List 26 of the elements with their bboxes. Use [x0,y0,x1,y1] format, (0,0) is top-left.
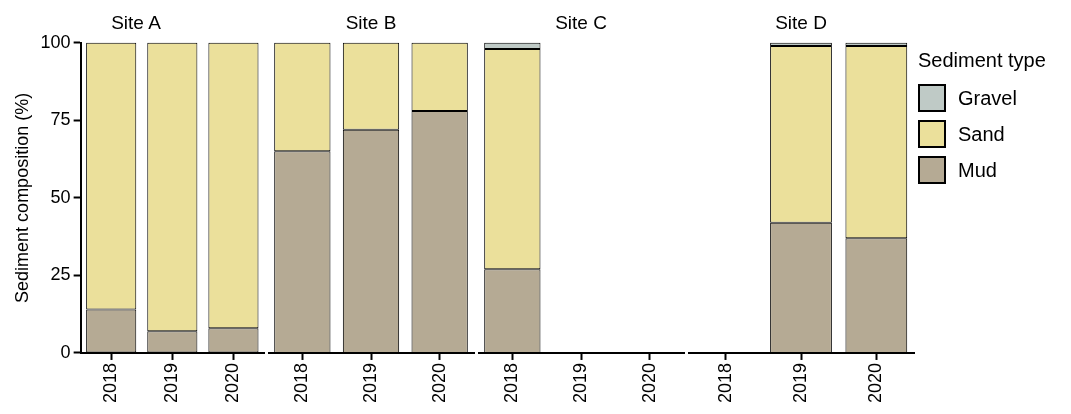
y-tick-label: 75 [50,109,71,130]
legend-label: Gravel [958,86,1017,110]
y-tick-label: 0 [60,341,71,362]
x-tick-label: 2019 [161,362,182,403]
x-tick-label: 2019 [359,362,380,403]
x-tick-label: 2020 [222,362,243,403]
chart-title: Site A [111,11,162,33]
chart-title: Site D [775,11,827,33]
x-tick-label: 2020 [865,362,886,403]
x-tick-label: 2019 [569,362,590,403]
y-tick-label: 25 [50,264,71,285]
legend-title: Sediment type [918,48,1047,72]
y-tick-label: 100 [40,31,71,52]
x-tick-label: 2018 [714,362,735,403]
x-tick-label: 2018 [501,362,522,403]
x-tick-label: 2019 [789,362,810,403]
y-tick-label: 50 [50,186,71,207]
x-tick-label: 2018 [100,362,121,403]
legend-label: Mud [958,158,997,182]
y-axis-title: Sediment composition (%) [11,92,32,303]
x-tick-label: 2020 [638,362,659,403]
chart-title: Site C [555,11,607,33]
x-tick-label: 2020 [428,362,449,403]
legend-label: Sand [958,122,1005,146]
chart-title: Site B [345,11,397,33]
x-tick-label: 2018 [291,362,312,403]
